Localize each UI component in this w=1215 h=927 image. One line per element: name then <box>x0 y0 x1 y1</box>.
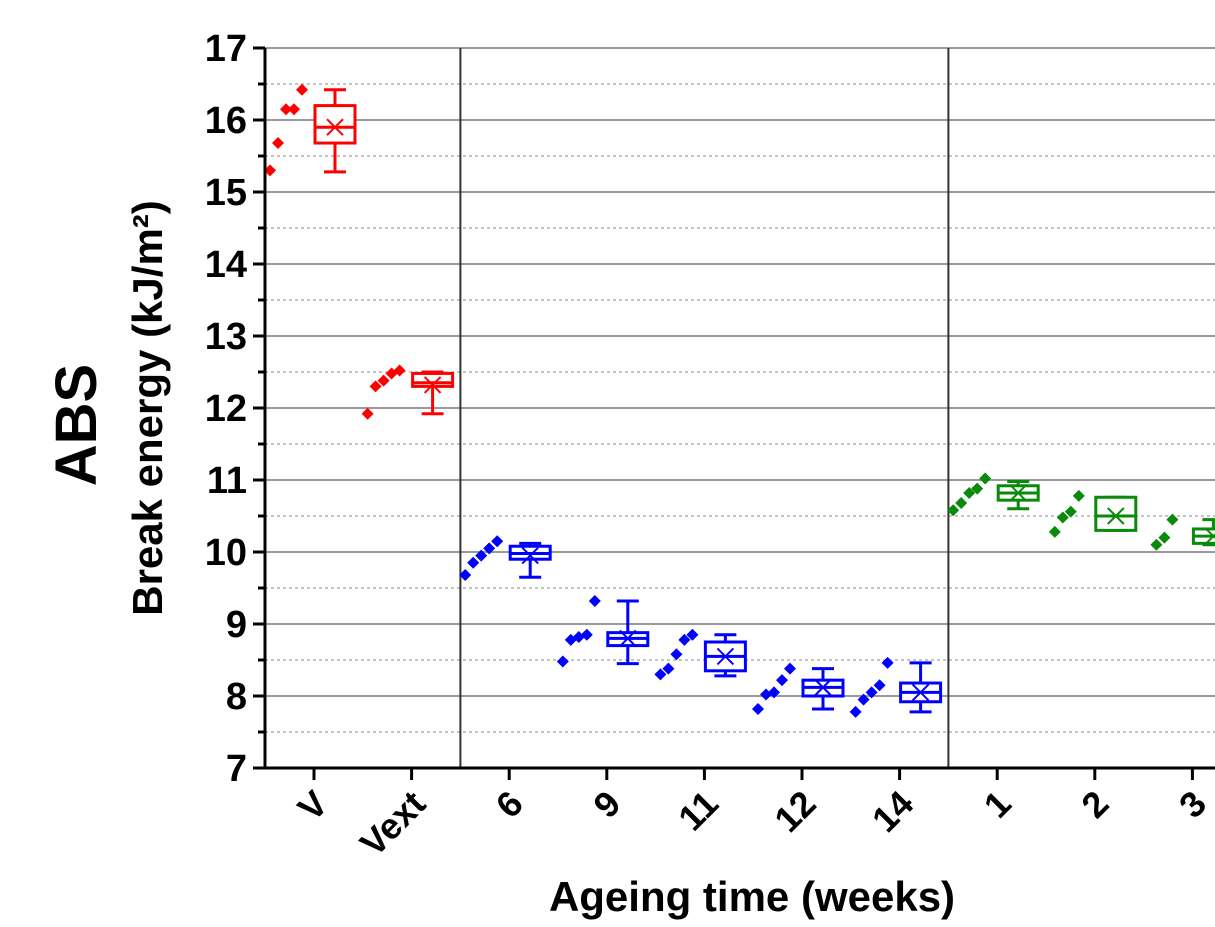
data-point <box>1158 531 1171 544</box>
box-Vext <box>361 364 455 420</box>
data-point <box>377 374 390 387</box>
x-category-labels: V Vext 6 9 11 12 14 1 2 3 <box>290 783 1214 864</box>
data-point <box>979 472 992 485</box>
data-point <box>588 594 601 607</box>
box-6 <box>459 535 552 582</box>
y-tick-label: 17 <box>205 28 247 70</box>
mean-marker <box>326 118 344 136</box>
y-tick-label: 16 <box>205 100 247 142</box>
data-point <box>857 693 870 706</box>
axes <box>253 46 1215 780</box>
y-tick-label: 12 <box>205 388 247 430</box>
box-3 <box>1150 513 1215 551</box>
data-point <box>1048 525 1061 538</box>
mean-marker <box>1204 533 1215 545</box>
x-category-label: 1 <box>976 783 1019 826</box>
mean-marker <box>521 546 539 565</box>
y-tick-label: 15 <box>205 172 247 214</box>
data-point <box>483 542 496 555</box>
data-point <box>971 482 984 495</box>
data-point <box>475 549 488 562</box>
data-point <box>393 364 406 377</box>
data-point <box>296 83 308 96</box>
data-point <box>776 674 788 687</box>
data-point <box>881 656 894 669</box>
data-point <box>459 569 472 582</box>
x-category-label: Vext <box>352 783 433 864</box>
data-point <box>467 556 480 569</box>
box-11 <box>654 628 747 681</box>
y-axis-title: Break energy (kJ/m²) <box>124 200 171 616</box>
data-point <box>955 497 968 510</box>
x-category-label: 14 <box>864 783 921 840</box>
data-point <box>272 137 284 150</box>
x-category-label: 6 <box>488 783 531 826</box>
x-category-label: 3 <box>1171 783 1214 826</box>
x-category-label: 11 <box>670 783 726 839</box>
x-category-label: 9 <box>585 783 628 826</box>
box-14 <box>849 656 943 718</box>
data-point <box>1166 513 1179 526</box>
box-1 <box>947 472 1040 517</box>
data-point <box>947 504 960 517</box>
data-point <box>1150 538 1163 551</box>
data-point <box>670 648 683 661</box>
box-9 <box>556 594 650 668</box>
y-tick-label: 7 <box>226 748 247 790</box>
y-tick-labels: 7 8 9 10 11 12 13 14 15 16 17 <box>205 28 247 790</box>
x-category-label: 2 <box>1073 783 1116 826</box>
y-tick-label: 10 <box>205 532 247 574</box>
x-category-label: V <box>290 783 336 829</box>
data-point <box>768 686 780 699</box>
data-point <box>491 535 504 548</box>
data-point <box>280 103 292 116</box>
data-point <box>361 407 374 420</box>
mean-marker <box>1107 507 1125 525</box>
mean-marker <box>1009 484 1027 502</box>
box-2 <box>1048 489 1138 538</box>
mean-marker <box>814 678 832 697</box>
box-12 <box>752 662 845 715</box>
y-tick-label: 9 <box>226 604 247 646</box>
x-axis-title: Ageing time (weeks) <box>549 873 955 920</box>
data-point <box>288 103 300 116</box>
data-point <box>1056 511 1069 524</box>
data-point <box>556 655 569 668</box>
data-point <box>865 686 878 699</box>
data-point <box>369 380 382 393</box>
side-title: ABS <box>44 364 109 486</box>
group-separators <box>459 48 950 768</box>
data-point <box>678 633 691 646</box>
iqr-box <box>313 104 357 145</box>
y-tick-label: 8 <box>226 676 247 718</box>
data-point <box>654 668 667 681</box>
data-point <box>963 486 976 499</box>
data-point <box>662 662 675 675</box>
mean-marker <box>423 376 442 394</box>
y-tick-label: 13 <box>205 316 247 358</box>
mean-marker <box>716 647 735 666</box>
data-point <box>265 164 276 177</box>
y-tick-label: 11 <box>207 460 247 502</box>
data-point <box>1064 505 1077 518</box>
box-V <box>265 83 357 177</box>
mean-marker <box>911 683 930 702</box>
mean-marker <box>619 629 637 648</box>
data-point <box>873 679 886 692</box>
iqr-box <box>1094 495 1138 532</box>
y-tick-label: 14 <box>205 244 247 286</box>
data-point <box>580 628 593 641</box>
x-category-label: 12 <box>766 783 823 840</box>
box-layer <box>265 83 1215 718</box>
grid-lines <box>265 47 1215 733</box>
data-point <box>1072 489 1085 502</box>
data-point <box>784 662 796 675</box>
data-point <box>752 702 764 715</box>
data-point <box>686 628 699 641</box>
data-point <box>849 705 862 718</box>
